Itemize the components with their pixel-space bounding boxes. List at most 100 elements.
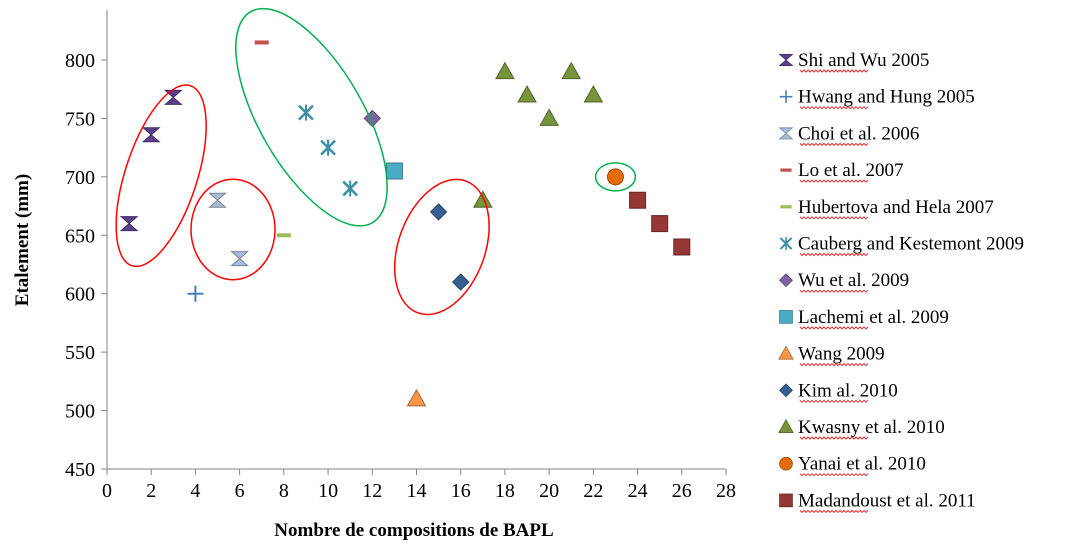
legend-marker (780, 168, 792, 172)
annotation-ellipse (190, 178, 276, 281)
x-tick-label: 18 (495, 480, 515, 502)
data-point (320, 139, 336, 156)
legend-item: Wu et al. 2009 (779, 270, 909, 293)
legend-marker (779, 493, 793, 508)
legend-marker (779, 310, 793, 324)
legend-marker (778, 418, 794, 433)
legend-label: Wang 2009 (798, 344, 885, 365)
data-point (342, 180, 359, 197)
legend-label: Choi et al. 2006 (798, 123, 919, 144)
data-point (606, 168, 624, 186)
y-tick-label: 500 (65, 401, 95, 423)
legend-label: Kim al. 2010 (798, 380, 898, 401)
legend-item: Shi and Wu 2005 (778, 50, 929, 73)
legend-item: Wang 2009 (778, 344, 885, 367)
data-point (429, 203, 448, 221)
data-point (141, 127, 161, 143)
data-point (629, 191, 647, 209)
x-tick-label: 14 (407, 480, 427, 502)
data-point (276, 233, 291, 238)
x-tick-label: 2 (146, 480, 156, 502)
legend-label: Hubertova and Hela 2007 (798, 197, 994, 218)
x-tick-label: 28 (716, 480, 736, 502)
spellcheck-underline (799, 472, 869, 477)
spellcheck-underline (799, 436, 869, 440)
data-point (452, 273, 470, 291)
data-point (187, 285, 204, 302)
legend-label: Madandoust et al. 2011 (798, 490, 976, 511)
legend-marker (779, 237, 793, 250)
legend-label: Shi and Wu 2005 (798, 50, 929, 71)
x-tick-label: 20 (539, 480, 559, 502)
spellcheck-underline (799, 216, 869, 220)
data-point (472, 190, 493, 208)
legend-label: Yanai et al. 2010 (798, 454, 926, 475)
legend-item: Lachemi et al. 2009 (779, 307, 949, 330)
data-point (230, 251, 249, 267)
data-point (208, 192, 227, 208)
legend-marker (778, 345, 794, 360)
legend-marker (779, 456, 793, 471)
data-point (254, 40, 269, 45)
x-tick-label: 10 (318, 480, 338, 502)
data-point (539, 108, 559, 126)
y-axis-title: Etalement (mm) (12, 174, 33, 306)
data-point (651, 215, 669, 233)
legend: Shi and Wu 2005 Hwang and Hung 2005 Choi e… (778, 50, 1024, 514)
legend-marker (779, 383, 793, 398)
data-point (517, 85, 537, 103)
spellcheck-underline (799, 509, 869, 514)
legend-item: Hubertova and Hela 2007 (780, 197, 994, 220)
annotation-ellipse (393, 178, 490, 316)
legend-marker (779, 273, 793, 288)
spellcheck-underline (799, 105, 869, 110)
legend-item: Kim al. 2010 (779, 380, 898, 404)
spellcheck-underline (799, 179, 869, 183)
data-point (406, 388, 427, 407)
legend-item: Yanai et al. 2010 (779, 454, 926, 477)
legend-item: Lo et al. 2007 (780, 160, 904, 183)
spellcheck-underline (799, 326, 869, 330)
legend-label: Kwasny et al. 2010 (798, 417, 945, 438)
legend-item: Hwang and Hung 2005 (779, 87, 975, 110)
spellcheck-underline (799, 252, 869, 257)
legend-label: Lo et al. 2007 (798, 160, 904, 181)
y-tick-label: 700 (65, 167, 95, 189)
data-point (495, 61, 515, 80)
spellcheck-underline (799, 289, 869, 293)
legend-item: Madandoust et al. 2011 (779, 490, 976, 514)
x-tick-label: 12 (362, 480, 382, 502)
legend-item: Choi et al. 2006 (778, 123, 919, 147)
data-point (119, 216, 139, 232)
annotation-ellipse (594, 162, 637, 192)
x-tick-label: 24 (628, 480, 648, 502)
data-point (298, 104, 314, 121)
x-tick-label: 22 (583, 480, 603, 502)
legend-marker (778, 54, 794, 67)
legend-marker (780, 205, 792, 209)
y-tick-label: 600 (65, 284, 95, 306)
legend-label: Lachemi et al. 2009 (798, 307, 949, 328)
data-point (561, 61, 582, 80)
x-tick-label: 16 (451, 480, 471, 502)
y-tick-label: 450 (65, 459, 95, 481)
legend-marker (778, 127, 794, 140)
data-point (385, 162, 403, 180)
x-tick-label: 0 (102, 480, 112, 502)
y-tick-label: 800 (65, 50, 95, 72)
x-tick-label: 4 (190, 480, 200, 502)
legend-label: Hwang and Hung 2005 (798, 87, 975, 108)
x-tick-label: 8 (279, 480, 289, 502)
legend-item: Cauberg and Kestemont 2009 (779, 234, 1024, 257)
annotation-ellipse (115, 84, 207, 268)
x-axis-title: Nombre de compositions de BAPL (274, 520, 553, 541)
data-point (583, 85, 604, 103)
annotation-ellipse (235, 7, 388, 227)
spellcheck-underline (799, 142, 869, 147)
spellcheck-underline (799, 399, 869, 404)
spellcheck-underline (799, 69, 869, 73)
legend-marker (779, 90, 793, 104)
y-tick-label: 750 (65, 108, 95, 130)
